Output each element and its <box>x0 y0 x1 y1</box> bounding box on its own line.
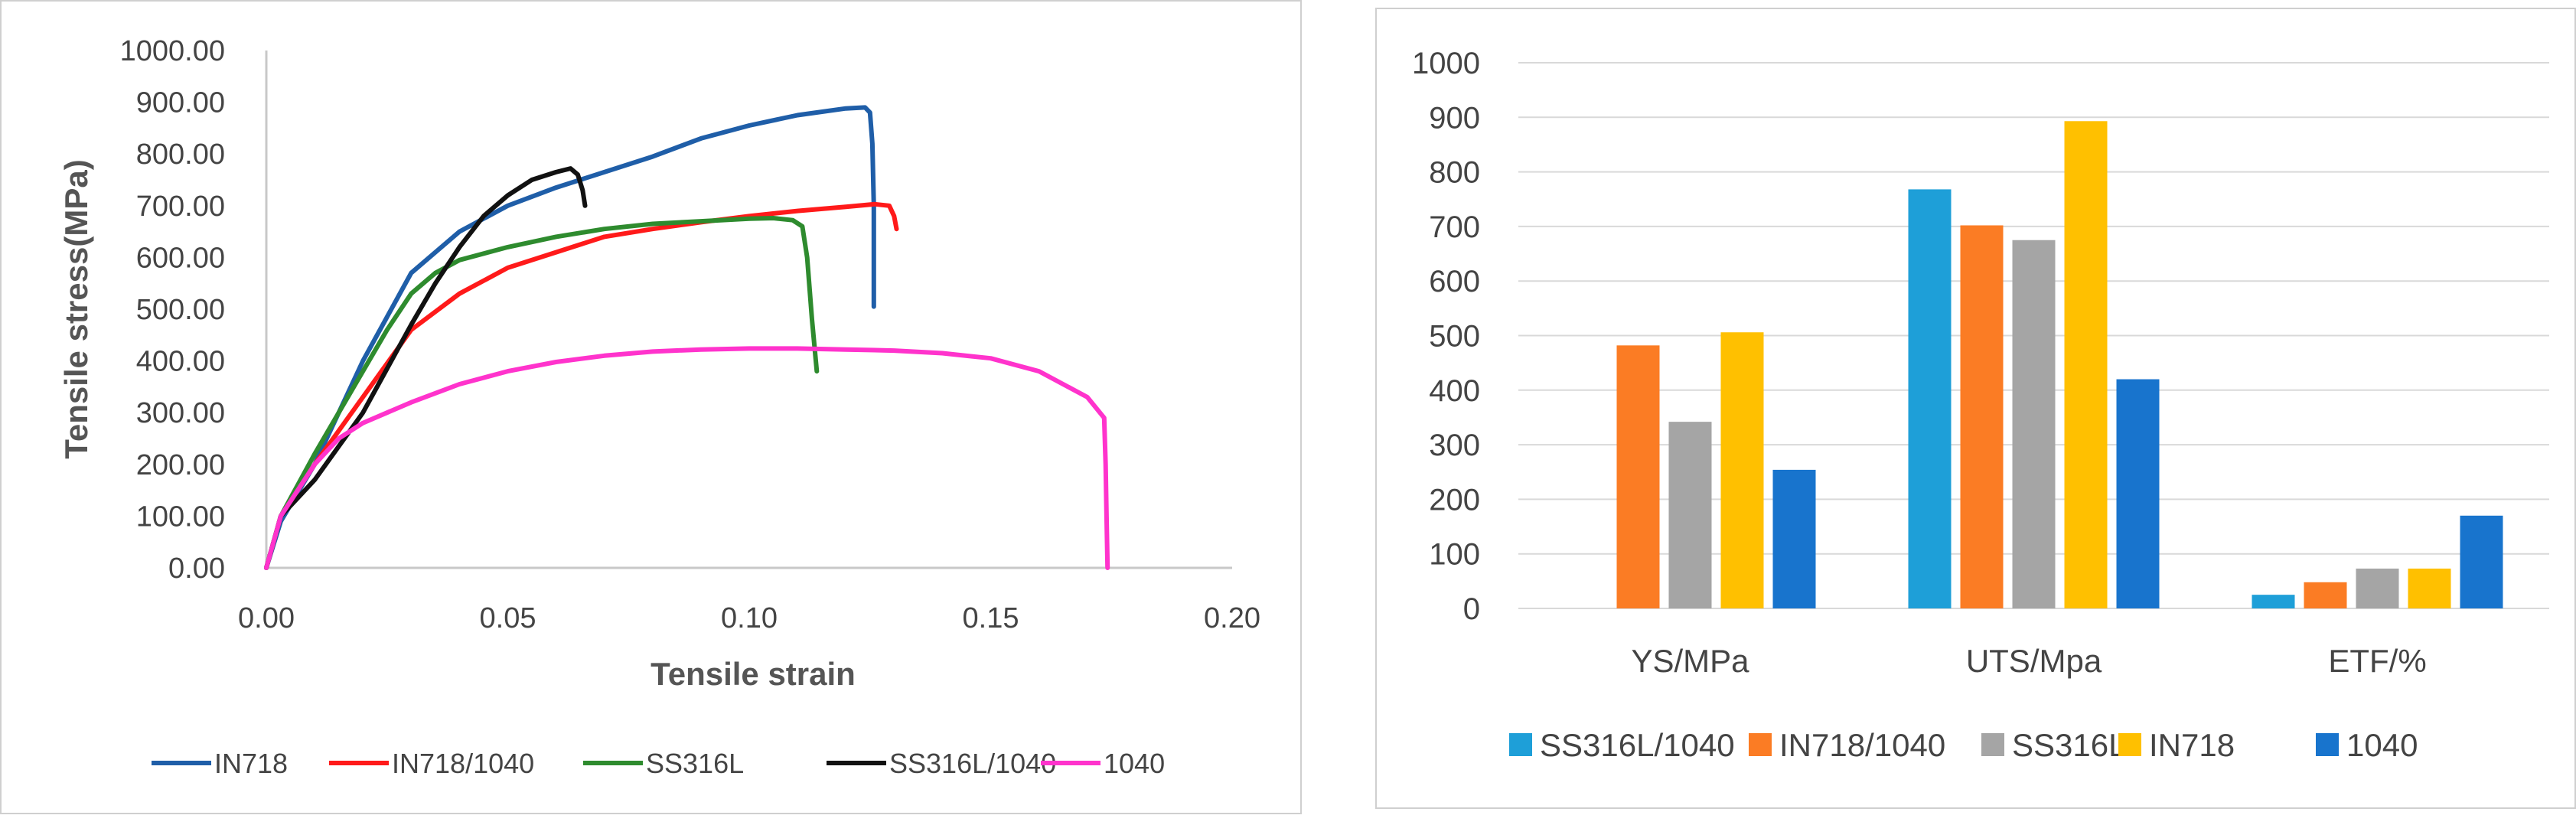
mechanical-properties-bar-chart: 0 100 200 300 400 500 600 700 800 900 1000 YS/MPa UT… <box>1412 47 2549 763</box>
y-tick-label: 0 <box>1463 592 1480 626</box>
bar-3-2 <box>2408 568 2451 608</box>
legend-label: IN718 <box>2149 727 2235 763</box>
y-tick-label: 800 <box>1429 156 1480 190</box>
legend-swatch <box>1509 733 1532 756</box>
y-tick-label: 200 <box>1429 483 1480 517</box>
y-tick-label: 600 <box>1429 265 1480 298</box>
y-tick-label: 200.00 <box>136 449 225 481</box>
bar-1-1 <box>1960 225 2004 608</box>
x-tick-label: 0.00 <box>238 602 295 634</box>
y-tick-label: 100.00 <box>136 501 225 533</box>
bar-0-2 <box>2252 595 2295 608</box>
legend-label: IN718/1040 <box>392 748 534 779</box>
legend-label: SS316L/1040 <box>889 748 1056 779</box>
x-axis-title: Tensile strain <box>651 656 856 692</box>
series-line-4 <box>264 346 1110 570</box>
bar-4-2 <box>2460 515 2503 608</box>
series-line-2 <box>264 216 820 570</box>
bar-3-0 <box>1720 332 1764 608</box>
y-tick-label: 0.00 <box>168 553 225 585</box>
y-tick-label: 500.00 <box>136 294 225 326</box>
x-tick-label: 0.05 <box>480 602 536 634</box>
y-tick-label: 700.00 <box>136 191 225 223</box>
bar-0-1 <box>1908 189 1952 608</box>
y-tick-label: 800.00 <box>136 139 225 171</box>
legend-label: SS316L/1040 <box>1540 727 1735 763</box>
bar-2-2 <box>2356 568 2399 608</box>
category-label: UTS/Mpa <box>1966 643 2102 679</box>
legend-swatch <box>1749 733 1772 756</box>
y-tick-label: 100 <box>1429 538 1480 572</box>
bar-2-0 <box>1668 422 1712 608</box>
y-tick-label: 400.00 <box>136 346 225 378</box>
bar-chart-panel: 0 100 200 300 400 500 600 700 800 900 1000 YS/MPa UT… <box>1375 8 2576 809</box>
legend-label: SS316L <box>646 748 744 779</box>
legend-swatch <box>1981 733 2004 756</box>
series-line-1 <box>264 201 899 570</box>
y-tick-label: 300.00 <box>136 397 225 429</box>
y-tick-label: 1000 <box>1412 47 1480 80</box>
stress-strain-line-chart: 0.00 100.00 200.00 300.00 400.00 500.00 600.00… <box>58 35 1260 779</box>
legend-label: IN718 <box>214 748 288 779</box>
bar-1-0 <box>1616 345 1660 608</box>
y-tick-label: 900 <box>1429 101 1480 135</box>
series-line-3 <box>264 166 588 570</box>
category-label: YS/MPa <box>1631 643 1749 679</box>
y-tick-label: 600.00 <box>136 242 225 274</box>
line-chart-panel: 0.00 100.00 200.00 300.00 400.00 500.00 600.00… <box>0 0 1302 814</box>
series-line-0 <box>264 105 876 570</box>
x-tick-label: 0.20 <box>1204 602 1260 634</box>
y-tick-label: 700 <box>1429 210 1480 244</box>
y-tick-label: 500 <box>1429 320 1480 354</box>
y-tick-label: 1000.00 <box>120 35 225 67</box>
bar-4-1 <box>2116 379 2160 608</box>
legend-label: 1040 <box>1104 748 1165 779</box>
bar-4-0 <box>1772 469 1816 608</box>
legend-label: 1040 <box>2346 727 2418 763</box>
x-tick-label: 0.15 <box>963 602 1019 634</box>
bar-3-1 <box>2064 121 2108 608</box>
y-axis-title: Tensile stress(MPa) <box>58 159 94 458</box>
legend-swatch <box>2316 733 2339 756</box>
bar-1-2 <box>2304 582 2347 608</box>
y-tick-label: 900.00 <box>136 87 225 119</box>
bar-2-1 <box>2012 240 2056 608</box>
category-label: ETF/% <box>2328 643 2426 679</box>
y-tick-label: 400 <box>1429 374 1480 408</box>
legend-label: SS316L <box>2012 727 2126 763</box>
legend-label: IN718/1040 <box>1779 727 1945 763</box>
x-tick-label: 0.10 <box>721 602 778 634</box>
legend-swatch <box>2118 733 2141 756</box>
y-tick-label: 300 <box>1429 429 1480 462</box>
